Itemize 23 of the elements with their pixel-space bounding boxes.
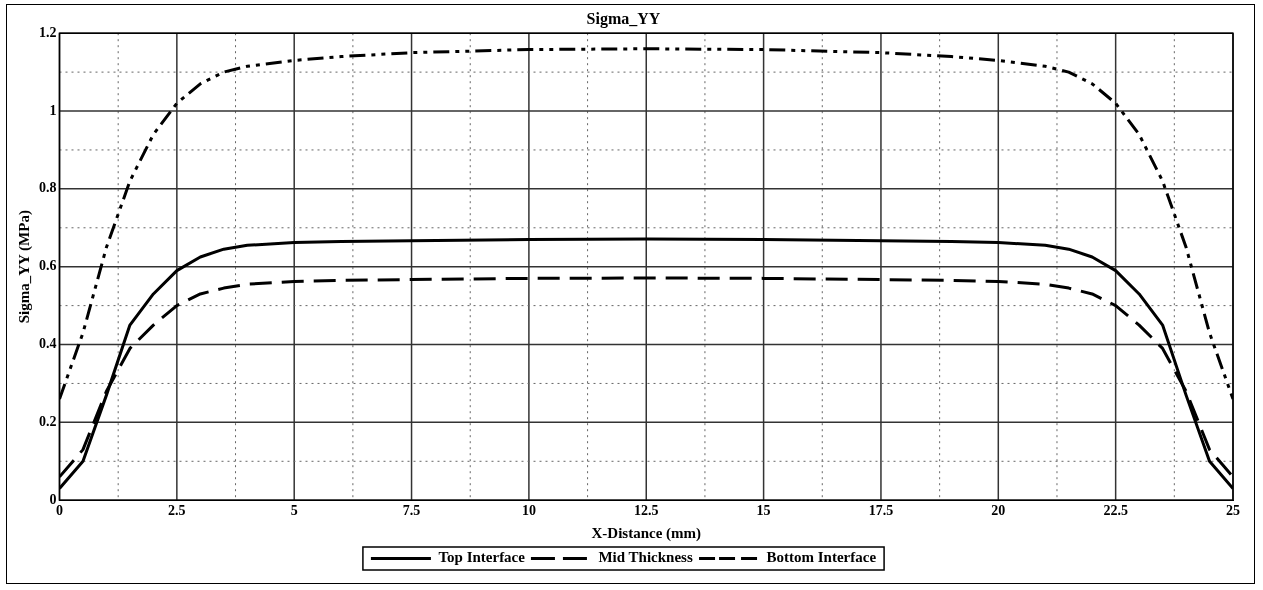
x-tick-label: 12.5 [634, 503, 659, 519]
x-tick-label: 25 [1226, 503, 1240, 519]
x-tick-label: 17.5 [868, 503, 894, 519]
y-tick-label: 1.2 [39, 24, 57, 40]
y-tick-label: 0.6 [39, 258, 57, 274]
x-tick-label: 10 [521, 503, 536, 519]
y-tick-label: 0.8 [39, 180, 57, 196]
y-tick-label: 0 [49, 491, 57, 507]
x-tick-label: 22.5 [1103, 503, 1128, 519]
x-tick-label: 15 [756, 503, 771, 519]
legend-label: Mid Thickness [598, 549, 693, 566]
y-tick-label: 1 [49, 102, 57, 118]
legend-label: Bottom Interface [766, 549, 877, 566]
x-tick-label: 5 [290, 503, 298, 519]
x-tick-label: 20 [991, 503, 1006, 519]
y-tick-label: 0.2 [39, 413, 57, 429]
chart-title: Sigma_YY [586, 9, 661, 28]
y-tick-label: 0.4 [39, 336, 57, 352]
x-tick-label: 2.5 [168, 503, 186, 519]
legend-label: Top Interface [438, 549, 526, 566]
x-tick-label: 7.5 [402, 503, 421, 519]
y-axis-title: Sigma_YY (MPa) [15, 210, 33, 324]
x-axis-title: X-Distance (mm) [591, 524, 702, 542]
